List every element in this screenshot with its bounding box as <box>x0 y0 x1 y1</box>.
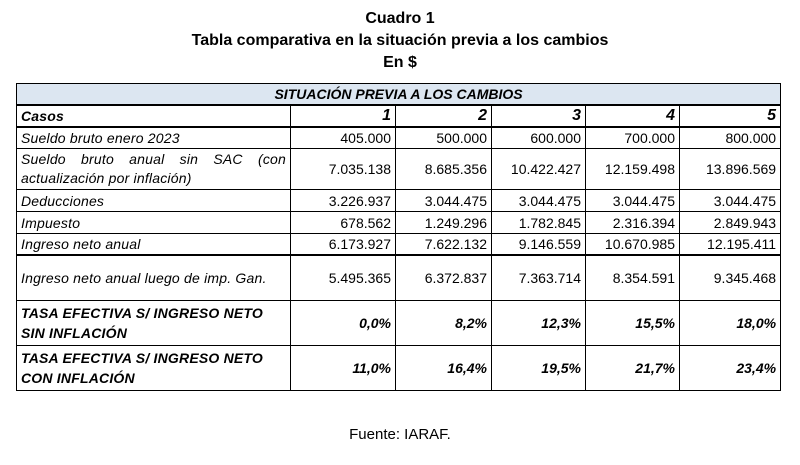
cell: 7.363.714 <box>491 254 586 301</box>
cell: 12,3% <box>491 300 586 346</box>
row-label: TASA EFECTIVA S/ INGRESO NETO SIN INFLAC… <box>16 300 291 346</box>
cell: 7.035.138 <box>290 148 396 190</box>
row-label: Ingreso neto anual luego de imp. Gan. <box>16 254 291 301</box>
row-label: TASA EFECTIVA S/ INGRESO NETO CON INFLAC… <box>16 345 291 391</box>
cell: 8.685.356 <box>395 148 492 190</box>
source-note: Fuente: IARAF. <box>349 426 451 443</box>
cell: 6.173.927 <box>290 233 396 256</box>
cell: 11,0% <box>290 345 396 391</box>
cell: 16,4% <box>395 345 492 391</box>
cell: 9.146.559 <box>491 233 586 256</box>
cell: 23,4% <box>678 345 782 391</box>
table-title: Cuadro 1 <box>365 10 435 27</box>
table-unit: En $ <box>383 54 417 71</box>
cell: 18,0% <box>678 300 782 346</box>
cell: 12.195.411 <box>678 233 782 256</box>
comparison-table: SITUACIÓN PREVIA A LOS CAMBIOS Casos 1 2… <box>15 83 782 391</box>
case-header-2: 2 <box>395 104 492 128</box>
cell: 500.000 <box>395 126 492 149</box>
cell: 2.849.943 <box>678 211 782 234</box>
cell: 21,7% <box>585 345 680 391</box>
cell: 10.422.427 <box>491 148 586 190</box>
case-header-1: 1 <box>290 104 396 128</box>
cell: 700.000 <box>585 126 680 149</box>
cell: 12.159.498 <box>585 148 680 190</box>
row-label: Sueldo bruto anual sin SAC (con actualiz… <box>16 148 291 190</box>
row-label: Sueldo bruto enero 2023 <box>16 126 291 149</box>
table-row: Ingreso neto anual 6.173.927 7.622.132 9… <box>16 233 782 256</box>
cell: 3.226.937 <box>290 189 396 212</box>
cell: 678.562 <box>290 211 396 234</box>
cell: 3.044.475 <box>491 189 586 212</box>
cell: 3.044.475 <box>395 189 492 212</box>
table-row: Impuesto 678.562 1.249.296 1.782.845 2.3… <box>16 211 782 234</box>
cell: 1.782.845 <box>491 211 586 234</box>
cell: 1.249.296 <box>395 211 492 234</box>
case-header-4: 4 <box>585 104 680 128</box>
cell: 405.000 <box>290 126 396 149</box>
cell: 19,5% <box>491 345 586 391</box>
cell: 9.345.468 <box>678 254 782 301</box>
cell: 2.316.394 <box>585 211 680 234</box>
cell: 13.896.569 <box>678 148 782 190</box>
cell: 3.044.475 <box>585 189 680 212</box>
case-header-3: 3 <box>491 104 586 128</box>
cell: 10.670.985 <box>585 233 680 256</box>
cell: 8,2% <box>395 300 492 346</box>
table-row: Deducciones 3.226.937 3.044.475 3.044.47… <box>16 189 782 212</box>
table-row: Ingreso neto anual luego de imp. Gan. 5.… <box>16 254 782 301</box>
cell: 7.622.132 <box>395 233 492 256</box>
cell: 6.372.837 <box>395 254 492 301</box>
cell: 0,0% <box>290 300 396 346</box>
table-subtitle: Tabla comparativa en la situación previa… <box>191 32 609 49</box>
cell: 3.044.475 <box>678 189 782 212</box>
row-label: Ingreso neto anual <box>16 233 291 256</box>
cases-label: Casos <box>16 104 291 128</box>
table-row: TASA EFECTIVA S/ INGRESO NETO SIN INFLAC… <box>16 300 782 346</box>
cell: 15,5% <box>585 300 680 346</box>
table-row: Sueldo bruto enero 2023 405.000 500.000 … <box>16 126 782 149</box>
row-label: Deducciones <box>16 189 291 212</box>
cell: 600.000 <box>491 126 586 149</box>
section-title: SITUACIÓN PREVIA A LOS CAMBIOS <box>15 83 782 106</box>
cell: 5.495.365 <box>290 254 396 301</box>
case-header-5: 5 <box>678 104 782 128</box>
cases-header-row: Casos 1 2 3 4 5 <box>16 104 782 128</box>
table-row: Sueldo bruto anual sin SAC (con actualiz… <box>16 148 782 190</box>
table-row: TASA EFECTIVA S/ INGRESO NETO CON INFLAC… <box>16 345 782 391</box>
row-label: Impuesto <box>16 211 291 234</box>
cell: 800.000 <box>678 126 782 149</box>
section-header-row: SITUACIÓN PREVIA A LOS CAMBIOS <box>15 83 782 106</box>
cell: 8.354.591 <box>585 254 680 301</box>
